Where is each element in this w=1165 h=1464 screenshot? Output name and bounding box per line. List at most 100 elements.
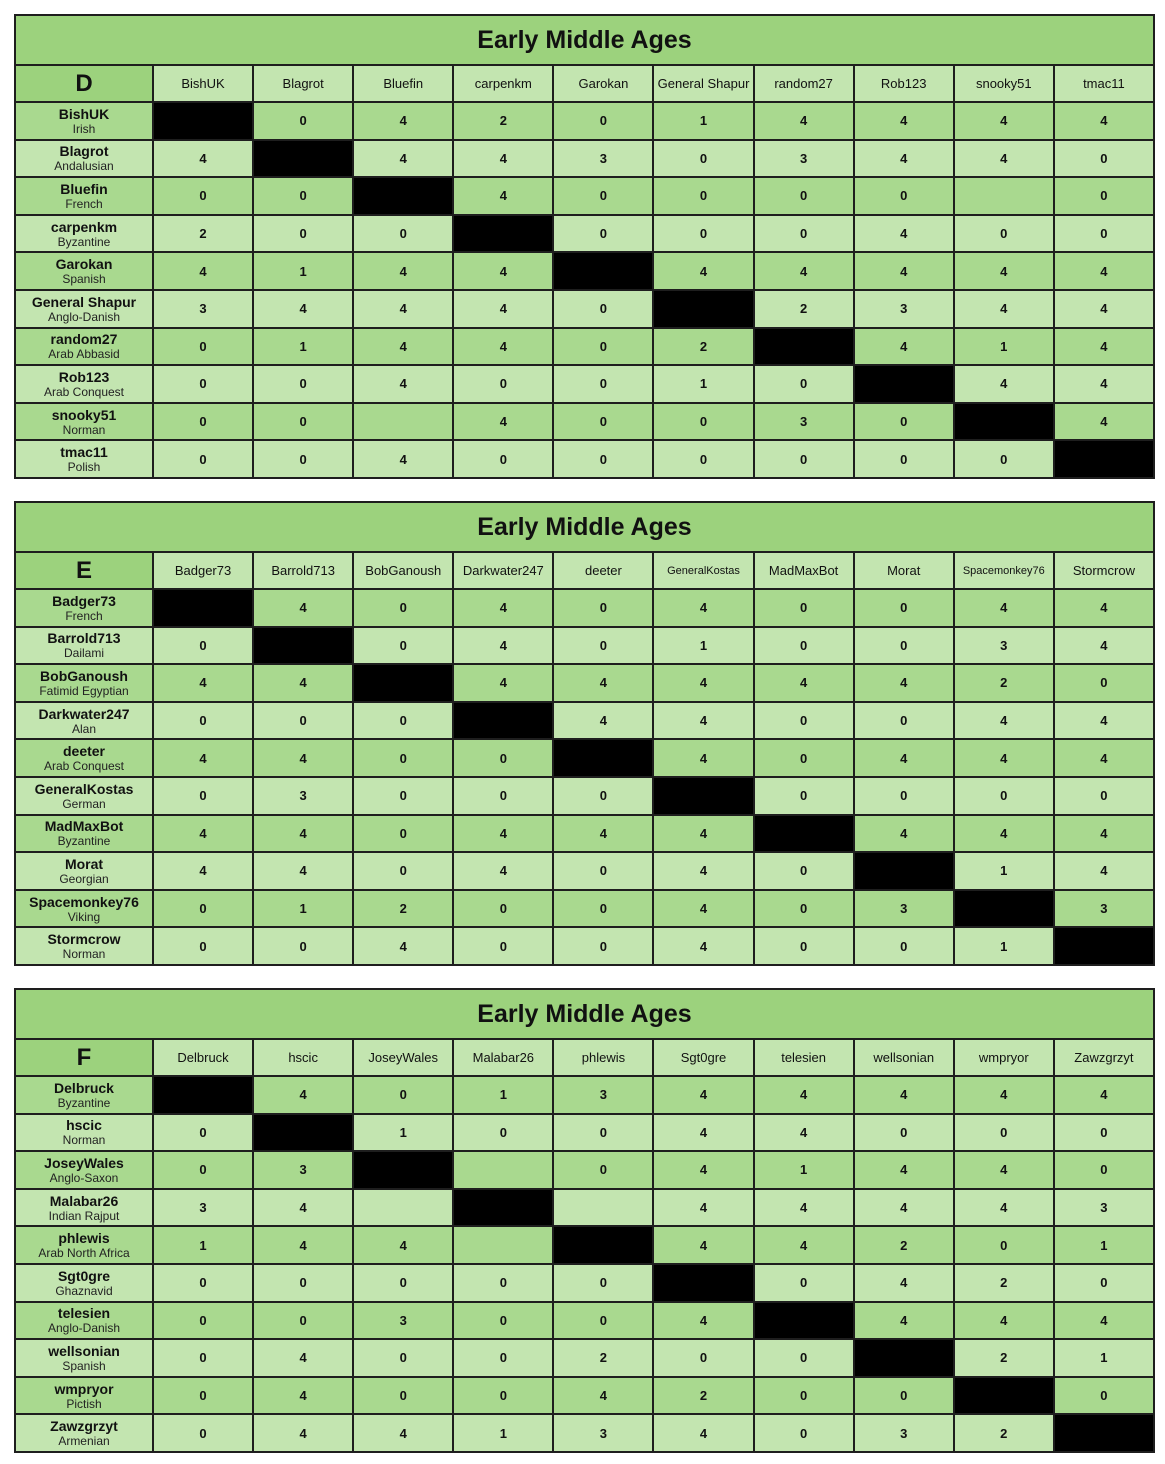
score-cell: 0 [652,401,755,442]
row-header: hscic Norman [14,1112,154,1153]
score-cell: 4 [252,1075,355,1115]
score-cell: 0 [552,851,655,891]
score-cell: 1 [452,1413,555,1453]
table-row: Stormcrow Norman 0 0 4 0 0 4 0 0 1 [14,926,1155,966]
score-cell: 0 [552,888,655,929]
group-label: E [14,551,154,590]
score-cell: 3 [552,138,655,179]
player-name: BishUK [58,105,110,122]
player-name: Rob123 [58,368,110,385]
row-header: Spacemonkey76 Viking [14,888,154,929]
score-cell: 3 [151,1187,255,1228]
score-cell: 0 [452,1338,555,1378]
score-cell: 0 [852,176,955,216]
score-cell: 4 [1052,288,1155,329]
score-cell: 0 [352,738,455,778]
row-header: Sgt0gre Ghaznavid [14,1262,154,1303]
score-cell: 4 [952,1300,1055,1341]
score-cell: 0 [852,1112,955,1153]
column-header: Badger73 [151,551,255,590]
score-cell [452,1150,555,1190]
score-cell: 0 [752,926,855,966]
score-cell: 4 [452,851,555,891]
score-cell: 4 [852,1150,955,1190]
row-header: BobGanoush Fatimid Egyptian [14,663,154,703]
score-cell: 4 [952,251,1055,291]
row-header: wellsonian Spanish [14,1338,154,1378]
score-cell: 4 [652,851,755,891]
column-header: telesien [752,1038,855,1077]
score-cell: 0 [552,176,655,216]
civilization: Polish [67,460,101,475]
score-cell: 0 [252,439,355,479]
table-row: snooky51 Norman 0 0 4 0 0 3 0 4 [14,401,1155,442]
player-name: Delbruck [54,1079,114,1096]
column-header: tmac11 [1052,64,1155,103]
score-cell: 1 [252,251,355,291]
score-cell: 0 [1052,213,1155,254]
player-name: Malabar26 [49,1192,119,1209]
score-cell: 1 [952,851,1055,891]
score-cell: 1 [652,101,755,141]
score-cell: 0 [452,775,555,816]
score-cell: 4 [652,1150,755,1190]
score-cell [552,1187,655,1228]
column-header: Zawzgrzyt [1052,1038,1155,1077]
civilization: Ghaznavid [55,1283,113,1298]
score-cell [352,401,455,442]
score-cell: 4 [952,101,1055,141]
score-cell: 0 [952,213,1055,254]
score-cell: 4 [252,1338,355,1378]
column-header: Delbruck [151,1038,255,1077]
player-name: wmpryor [54,1380,114,1397]
group-f-table: Early Middle Ages F Delbruck hscic JoseyWale… [14,988,1155,1453]
score-cell: 0 [752,738,855,778]
player-name: random27 [50,331,118,348]
diagonal-cell [452,700,555,741]
column-header: JoseyWales [352,1038,455,1077]
score-cell: 4 [752,663,855,703]
column-header: Spacemonkey76 [952,551,1055,590]
score-cell: 4 [452,588,555,628]
score-cell: 2 [452,101,555,141]
player-name: snooky51 [51,406,117,423]
score-cell: 4 [852,213,955,254]
score-cell: 0 [752,625,855,666]
score-cell: 1 [252,326,355,367]
score-cell: 4 [452,251,555,291]
score-cell: 4 [1052,101,1155,141]
score-cell: 4 [151,738,255,778]
score-cell: 0 [552,401,655,442]
score-cell: 0 [1052,138,1155,179]
table-row: random27 Arab Abbasid 0 1 4 4 0 2 4 1 4 [14,326,1155,367]
diagonal-cell [452,1187,555,1228]
score-cell: 0 [552,439,655,479]
civilization: Norman [62,947,106,962]
table-row: Sgt0gre Ghaznavid 0 0 0 0 0 0 4 2 0 [14,1262,1155,1303]
civilization: Pictish [66,1396,102,1411]
score-cell: 2 [952,663,1055,703]
civilization: French [65,608,103,623]
player-name: Garokan [55,256,113,273]
score-cell: 0 [151,888,255,929]
score-cell: 3 [752,138,855,179]
diagonal-cell [151,588,255,628]
score-cell: 0 [752,588,855,628]
player-name: Stormcrow [47,931,121,948]
score-cell: 4 [652,588,755,628]
score-cell: 0 [352,1075,455,1115]
table-row: hscic Norman 0 1 0 0 4 4 0 0 0 [14,1112,1155,1153]
row-header: wmpryor Pictish [14,1375,154,1416]
player-name: phlewis [58,1230,110,1247]
score-cell: 4 [1052,813,1155,854]
score-cell: 0 [352,213,455,254]
score-cell: 4 [652,251,755,291]
table-row: Badger73 French 4 0 4 0 4 0 0 4 4 [14,588,1155,628]
row-header: Darkwater247 Alan [14,700,154,741]
player-name: BobGanoush [40,667,128,684]
score-cell: 0 [652,213,755,254]
score-cell: 0 [752,439,855,479]
score-cell: 0 [752,851,855,891]
score-cell: 4 [952,1187,1055,1228]
score-cell: 0 [452,1375,555,1416]
